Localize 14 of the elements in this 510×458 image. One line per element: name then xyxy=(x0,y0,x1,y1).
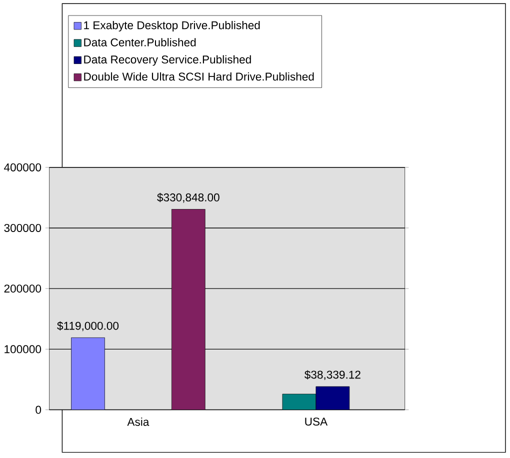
y-tick-label: 200000 xyxy=(4,284,42,293)
data-label: $330,848.00 xyxy=(157,193,220,203)
y-tick-label: 400000 xyxy=(4,163,42,172)
y-tick-label: 100000 xyxy=(4,345,42,354)
data-label: $119,000.00 xyxy=(57,321,119,332)
legend-label: Data Center.Published xyxy=(84,38,196,47)
legend-label: Double Wide Ultra SCSI Hard Drive.Published xyxy=(84,72,314,81)
y-tick-label: 300000 xyxy=(4,224,42,232)
x-tick-label: Asia xyxy=(127,418,150,426)
legend-label: 1 Exabyte Desktop Drive.Published xyxy=(84,21,260,32)
legend-label: Data Recovery Service.Published xyxy=(84,55,251,66)
data-label: $38,339.12 xyxy=(304,370,360,380)
y-tick-label: 0 xyxy=(36,406,42,414)
x-tick-label: USA xyxy=(305,418,328,426)
